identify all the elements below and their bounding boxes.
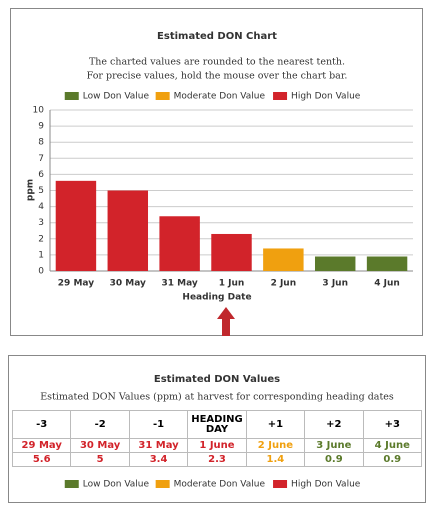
table-cell: 0.9 [362, 452, 423, 467]
table-cell: -1 [128, 410, 189, 439]
don-table: -3 -2 -1 HEADING DAY +1 +2 +3 29 May 30 May 31 Ma… [11, 410, 423, 467]
y-tick-label: 8 [38, 138, 44, 148]
y-tick-label: 6 [38, 170, 44, 180]
table-cell: 5.6 [11, 452, 72, 467]
legend-swatch [273, 480, 288, 488]
y-tick-label: 7 [38, 154, 44, 164]
table-cell: +3 [362, 410, 423, 439]
y-tick-label: 0 [38, 267, 44, 277]
legend-swatch [64, 92, 79, 100]
chart-subtitle: The charted values are rounded to the ne… [89, 57, 345, 68]
table-cell: 1 June [187, 438, 247, 453]
table-row: -3 -2 -1 HEADING DAY +1 +2 +3 [11, 410, 423, 439]
chart-panel [10, 8, 423, 336]
x-tick-label: 31 May [162, 279, 198, 289]
table-cell: 29 May [11, 438, 72, 453]
bar [159, 216, 200, 271]
x-tick-label: 2 Jun [271, 279, 297, 289]
bar [107, 190, 149, 271]
table-cell: 0.9 [304, 452, 364, 467]
legend-swatch [155, 480, 170, 488]
bar [263, 248, 304, 271]
legend-label: High Don Value [291, 480, 361, 490]
bar [366, 256, 408, 271]
table-cell: +2 [304, 410, 364, 439]
x-tick-label: 3 Jun [322, 279, 348, 289]
table-cell: 3 June [304, 438, 364, 453]
table-cell: 5 [70, 452, 130, 467]
table-cell: 3.4 [128, 452, 189, 467]
legend-label: Moderate Don Value [174, 92, 266, 102]
table-title: Estimated DON Values [154, 374, 280, 385]
table-row: 5.6 5 3.4 2.3 1.4 0.9 0.9 [11, 452, 423, 467]
chart-title: Estimated DON Chart [157, 31, 277, 42]
y-tick-label: 9 [38, 122, 44, 132]
chart-subtitle: For precise values, hold the mouse over … [87, 71, 348, 82]
legend-swatch [64, 480, 79, 488]
y-tick-label: 3 [38, 218, 44, 228]
bar [55, 180, 97, 271]
heading-arrow [217, 307, 235, 336]
table-cell: HEADING DAY [187, 410, 247, 439]
table-cell: -3 [11, 410, 72, 439]
table-cell: +1 [245, 410, 306, 439]
y-axis-label: ppm [26, 179, 36, 201]
table-cell: 4 June [362, 438, 423, 453]
legend-label: Low Don Value [83, 92, 150, 102]
x-tick-label: 29 May [58, 279, 94, 289]
legend-label: Moderate Don Value [174, 480, 266, 490]
x-tick-label: 4 Jun [374, 279, 400, 289]
bar [314, 256, 356, 271]
x-axis-label: Heading Date [182, 293, 251, 303]
table-cell: 2.3 [187, 452, 247, 467]
y-tick-label: 2 [38, 234, 44, 244]
x-tick-label: 30 May [110, 279, 146, 289]
table-panel [8, 355, 426, 503]
table-cell: 30 May [70, 438, 130, 453]
legend-swatch [155, 92, 170, 100]
y-tick-label: 10 [33, 106, 45, 116]
table-subtitle: Estimated DON Values (ppm) at harvest fo… [40, 392, 394, 403]
table-cell: 31 May [128, 438, 189, 453]
y-tick-label: 5 [38, 186, 44, 196]
legend-swatch [273, 92, 288, 100]
bar [211, 233, 252, 271]
x-tick-label: 1 Jun [219, 279, 245, 289]
table-cell: -2 [70, 410, 130, 439]
y-tick-label: 1 [38, 250, 44, 260]
legend-label: High Don Value [291, 92, 361, 102]
table-row: 29 May 30 May 31 May 1 June 2 June 3 June 4 Ju… [11, 438, 423, 453]
table-cell: 1.4 [245, 452, 306, 467]
legend-label: Low Don Value [83, 480, 150, 490]
table-cell: 2 June [245, 438, 306, 453]
y-tick-label: 4 [38, 202, 44, 212]
